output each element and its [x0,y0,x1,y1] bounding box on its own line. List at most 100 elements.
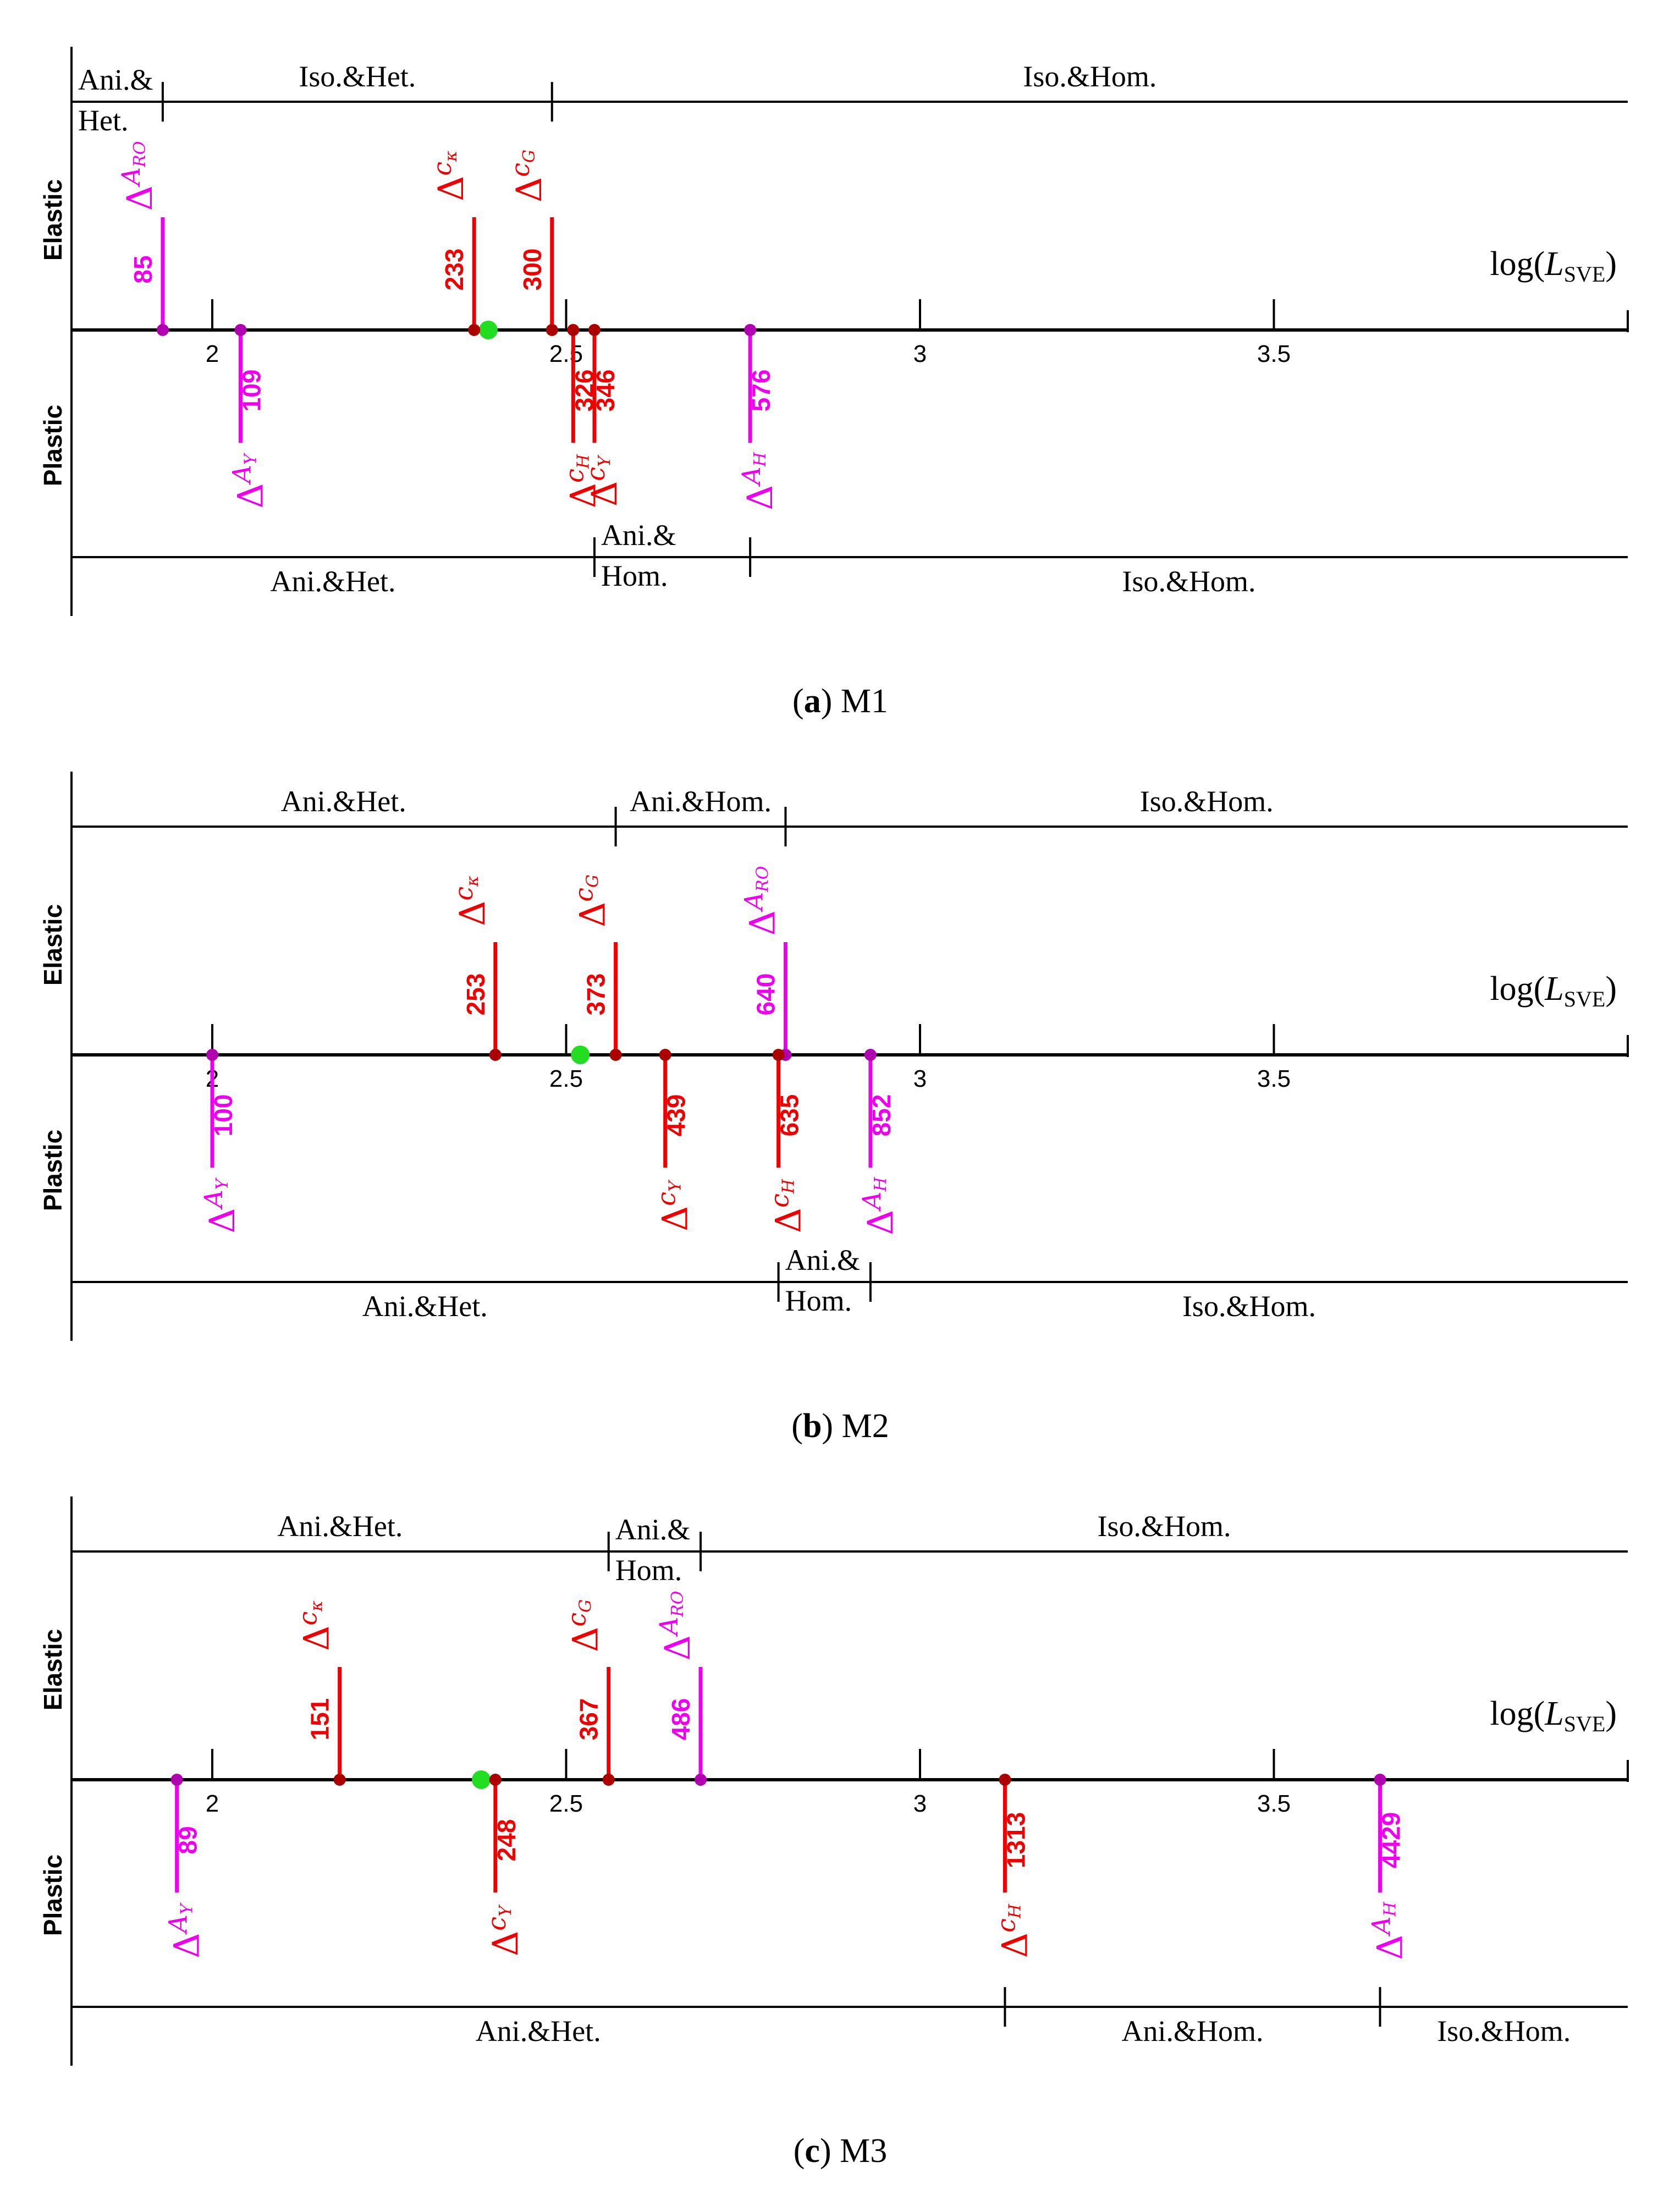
marker-value-c_H: 635 [775,1094,804,1137]
elastic-region-label: Iso.&Hom. [1140,785,1274,818]
marker-value-A_RO: 640 [751,973,780,1016]
marker-value-c_Y: 248 [492,1819,521,1862]
marker-dot-A_Y [206,1049,218,1061]
plastic-label: Plastic [38,1855,67,1936]
panel-caption: (b) M2 [791,1407,889,1445]
marker-symbol-A_H: ΔAH [1367,1901,1411,1960]
marker-dot-A_RO [695,1774,707,1786]
marker-dot-c_G [546,324,558,336]
x-axis-label: log(LSVE) [1490,970,1617,1011]
plastic-region-label: Iso.&Hom. [1122,565,1256,598]
marker-symbol-c_kappa: Δcκ [449,876,493,926]
marker-symbol-A_Y: ΔAY [227,452,271,508]
panel-c: Ani.&Het. Ani.&Hom.Iso.&Hom.Ani.&Het. Ani.… [38,1496,1629,2170]
elastic-region-label: Ani.&Het. [277,1510,403,1543]
elastic-region-label: Ani.& [615,1513,691,1546]
marker-value-A_H: 4429 [1377,1812,1406,1868]
marker-value-c_G: 300 [518,249,547,291]
marker-value-A_RO: 85 [129,255,157,283]
elastic-label: Elastic [38,904,67,986]
marker-value-c_kappa: 253 [461,973,490,1016]
x-tick-label: 2.5 [549,340,583,367]
marker-dot-A_RO [156,324,169,336]
green-point [478,321,498,339]
elastic-region-label: Iso.&Het. [299,60,416,93]
marker-value-A_Y: 89 [174,1826,202,1854]
marker-dot-c_Y [588,324,601,336]
marker-symbol-A_RO: ΔARO [116,141,161,211]
plastic-region-label-line2: Hom. [785,1284,852,1317]
panel-b: Ani.&Het. Ani.&Hom. Iso.&Hom.Ani.&Het.Ani.… [38,772,1629,1445]
marker-value-A_H: 852 [867,1094,896,1137]
marker-dot-c_kappa [468,324,481,336]
x-tick-label: 3 [913,1790,927,1817]
marker-value-c_G: 373 [582,973,610,1016]
plastic-region-label: Ani.&Het. [362,1290,488,1323]
marker-symbol-c_H: ΔcH [765,1179,809,1233]
marker-value-A_Y: 109 [237,370,266,412]
marker-symbol-c_G: ΔcG [505,150,550,202]
marker-symbol-c_kappa: Δcκ [293,1600,338,1651]
x-tick-label: 2 [206,340,219,367]
x-axis-label: log(LSVE) [1490,1695,1617,1736]
x-tick-label: 3.5 [1257,1790,1291,1817]
marker-symbol-c_Y: ΔcY [581,454,625,507]
marker-dot-c_kappa [333,1774,346,1786]
marker-value-A_Y: 100 [209,1094,238,1137]
panel-caption: (a) M1 [792,683,888,720]
elastic-region-label-line2: Hom. [615,1554,682,1587]
plastic-label: Plastic [38,405,67,486]
marker-symbol-A_H: ΔAH [857,1176,901,1235]
marker-symbol-A_H: ΔAH [736,452,781,510]
plastic-region-label: Ani.&Het. [270,565,395,598]
x-tick-label: 2.5 [549,1065,583,1092]
marker-value-c_H: 1313 [1001,1812,1030,1868]
elastic-region-label: Ani.& [78,63,153,96]
x-tick-label: 2 [206,1790,219,1817]
marker-symbol-A_RO: ΔARO [739,866,783,936]
elastic-label: Elastic [38,179,67,261]
elastic-region-label: Ani.&Hom. [630,785,772,818]
marker-dot-c_Y [489,1774,502,1786]
plastic-region-label: Ani.&Hom. [1121,2015,1263,2048]
marker-value-c_Y: 439 [662,1094,691,1137]
marker-value-c_kappa: 233 [440,249,469,291]
marker-dot-A_Y [170,1774,183,1786]
marker-dot-c_kappa [489,1049,502,1061]
marker-value-c_kappa: 151 [306,1698,334,1741]
marker-symbol-A_Y: ΔAY [163,1902,208,1958]
marker-symbol-c_H: ΔcH [559,454,604,508]
marker-symbol-c_G: ΔcG [569,874,614,927]
green-point [571,1046,590,1064]
plastic-region-label: Ani.& [785,1243,861,1276]
panel-a: Ani.&Het.Iso.&Het. Iso.&Hom.Ani.&Het.Ani.… [38,47,1629,720]
plastic-region-label-line2: Hom. [601,559,668,592]
marker-dot-A_H [744,324,757,336]
marker-symbol-A_Y: ΔAY [199,1177,243,1233]
marker-dot-c_Y [659,1049,671,1061]
marker-value-A_H: 576 [747,370,775,412]
panel-caption: (c) M3 [794,2132,887,2170]
marker-symbol-c_Y: ΔcY [482,1904,526,1956]
x-tick-label: 3.5 [1257,1065,1291,1092]
plastic-label: Plastic [38,1130,67,1211]
x-tick-label: 3 [913,340,927,367]
plastic-region-label: Iso.&Hom. [1182,1290,1316,1323]
elastic-label: Elastic [38,1629,67,1710]
plastic-region-label: Iso.&Hom. [1437,2015,1571,2048]
x-tick-label: 3.5 [1257,340,1291,367]
x-axis-label: log(LSVE) [1490,245,1617,287]
marker-dot-A_H [864,1049,877,1061]
x-tick-label: 2.5 [549,1790,583,1817]
elastic-region-label: Ani.&Het. [281,785,406,818]
marker-value-c_Y: 346 [591,370,620,412]
marker-symbol-c_G: ΔcG [562,1599,607,1652]
marker-dot-c_H [567,324,580,336]
elastic-region-label-line2: Het. [78,104,128,137]
plastic-region-label: Ani.& [601,519,676,552]
marker-dot-c_G [602,1774,615,1786]
marker-dot-c_H [772,1049,785,1061]
elastic-region-label: Iso.&Hom. [1023,60,1156,93]
marker-symbol-c_Y: ΔcY [652,1179,696,1231]
